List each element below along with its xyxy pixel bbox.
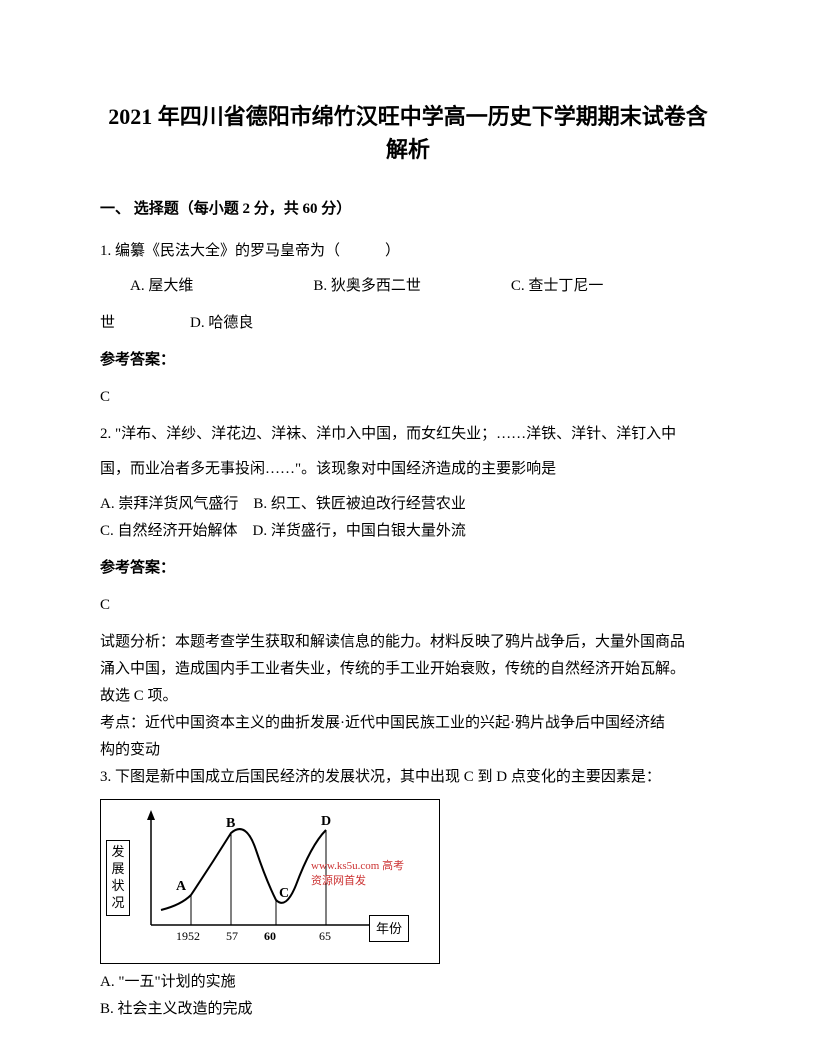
- q2-point-1: 考点：近代中国资本主义的曲折发展·近代中国民族工业的兴起·鸦片战争后中国经济结: [100, 710, 716, 737]
- watermark-2: 资源网首发: [311, 875, 366, 888]
- chart-point-a: A: [176, 879, 187, 894]
- q2-analysis-1: 试题分析：本题考查学生获取和解读信息的能力。材料反映了鸦片战争后，大量外国商品: [100, 629, 716, 656]
- q3-option-a: A. "一五"计划的实施: [100, 969, 716, 996]
- chart-x-label: 年份: [369, 915, 409, 942]
- q2-analysis-3: 故选 C 项。: [100, 683, 716, 710]
- chart-year-57: 57: [226, 929, 238, 943]
- chart-year-1952: 1952: [176, 929, 200, 943]
- q1-option-c: C. 查士丁尼一: [511, 278, 604, 294]
- q1-option-b: B. 狄奥多西二世: [313, 278, 421, 294]
- question-2-line2: 国，而业冶者多无事投闲……"。该现象对中国经济造成的主要影响是: [100, 456, 716, 483]
- watermark-1: www.ks5u.com 高考: [311, 860, 404, 873]
- document-title: 2021 年四川省德阳市绵竹汉旺中学高一历史下学期期末试卷含解析: [100, 100, 716, 166]
- q2-analysis-2: 涌入中国，造成国内手工业者失业，传统的手工业开始衰败，传统的自然经济开始瓦解。: [100, 656, 716, 683]
- q1-option-c-cont: 世: [100, 315, 115, 331]
- chart-point-b: B: [226, 816, 235, 831]
- section-header: 一、 选择题（每小题 2 分，共 60 分）: [100, 196, 716, 223]
- q2-options-cd: C. 自然经济开始解体 D. 洋货盛行，中国白银大量外流: [100, 518, 716, 545]
- chart-year-60: 60: [264, 929, 276, 943]
- q2-point-2: 构的变动: [100, 737, 716, 764]
- chart-point-c: C: [279, 886, 289, 901]
- chart-point-d: D: [321, 814, 331, 829]
- q2-answer-label: 参考答案：: [100, 555, 716, 582]
- question-2-line1: 2. "洋布、洋纱、洋花边、洋袜、洋巾入中国，而女红失业；……洋铁、洋针、洋钉入…: [100, 421, 716, 448]
- q1-answer-label: 参考答案：: [100, 347, 716, 374]
- q2-answer: C: [100, 592, 716, 619]
- chart-y-label: 发展状况: [106, 840, 130, 916]
- question-1: 1. 编纂《民法大全》的罗马皇帝为（ ）: [100, 238, 716, 265]
- q1-option-d: D. 哈德良: [190, 315, 253, 331]
- q1-answer: C: [100, 384, 716, 411]
- q2-options-ab: A. 崇拜洋货风气盛行 B. 织工、铁匠被迫改行经营农业: [100, 491, 716, 518]
- q3-option-b: B. 社会主义改造的完成: [100, 996, 716, 1023]
- question-1-options: A. 屋大维 B. 狄奥多西二世 C. 查士丁尼一: [100, 273, 716, 300]
- q1-option-a: A. 屋大维: [130, 278, 193, 294]
- chart-container: 发展状况 A B C D 1952 57 60 65 www.ks5u.com …: [100, 799, 440, 964]
- q1-options-line2: 世 D. 哈德良: [100, 310, 716, 337]
- chart-year-65: 65: [319, 929, 331, 943]
- question-3: 3. 下图是新中国成立后国民经济的发展状况，其中出现 C 到 D 点变化的主要因…: [100, 764, 716, 791]
